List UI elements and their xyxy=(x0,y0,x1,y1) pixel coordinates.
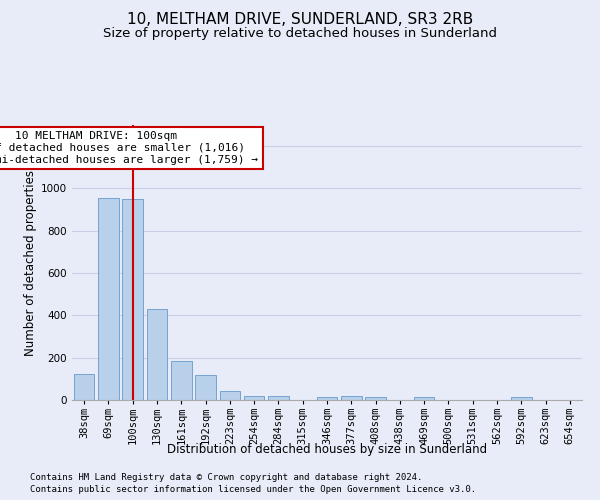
Bar xyxy=(244,396,265,400)
Bar xyxy=(171,362,191,400)
Text: Size of property relative to detached houses in Sunderland: Size of property relative to detached ho… xyxy=(103,28,497,40)
Bar xyxy=(146,309,167,400)
Bar xyxy=(220,391,240,400)
Text: Contains HM Land Registry data © Crown copyright and database right 2024.: Contains HM Land Registry data © Crown c… xyxy=(30,472,422,482)
Bar xyxy=(365,398,386,400)
Bar xyxy=(511,398,532,400)
Bar xyxy=(195,374,216,400)
Bar xyxy=(414,398,434,400)
Text: Contains public sector information licensed under the Open Government Licence v3: Contains public sector information licen… xyxy=(30,485,476,494)
Text: Distribution of detached houses by size in Sunderland: Distribution of detached houses by size … xyxy=(167,442,487,456)
Bar xyxy=(122,199,143,400)
Text: 10, MELTHAM DRIVE, SUNDERLAND, SR3 2RB: 10, MELTHAM DRIVE, SUNDERLAND, SR3 2RB xyxy=(127,12,473,28)
Y-axis label: Number of detached properties: Number of detached properties xyxy=(24,170,37,356)
Bar xyxy=(341,396,362,400)
Bar xyxy=(317,397,337,400)
Bar xyxy=(98,198,119,400)
Text: 10 MELTHAM DRIVE: 100sqm
← 36% of detached houses are smaller (1,016)
62% of sem: 10 MELTHAM DRIVE: 100sqm ← 36% of detach… xyxy=(0,132,258,164)
Bar xyxy=(74,374,94,400)
Bar xyxy=(268,396,289,400)
